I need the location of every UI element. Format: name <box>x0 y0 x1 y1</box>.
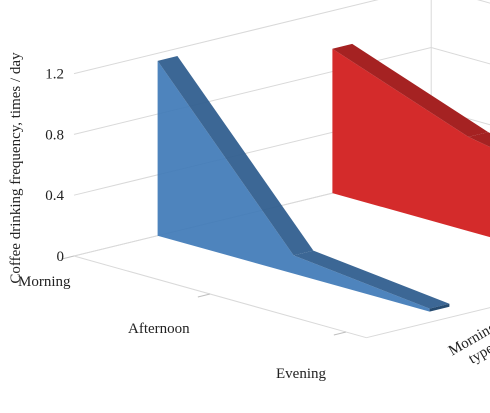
y-tick-label-0: 0 <box>57 249 65 265</box>
x-tick-label-evening: Evening <box>276 366 326 382</box>
series-1-front-face <box>332 48 490 238</box>
label-layer: Coffee drinking frequency, times / day M… <box>8 52 490 382</box>
series-0-front-face <box>157 60 430 312</box>
series-1-top-face-0 <box>332 43 489 137</box>
series-0-end-cap <box>429 303 450 312</box>
series-0-top-face-1 <box>293 250 450 309</box>
series-0 <box>157 56 450 312</box>
y-axis-title: Coffee drinking frequency, times / day <box>8 52 24 284</box>
x-tick-mark-0 <box>61 255 75 260</box>
floor-front-edge <box>73 255 367 339</box>
y-tick-label-2: 0.8 <box>45 127 64 143</box>
series-1 <box>332 43 490 238</box>
series-0-top-face-0 <box>157 56 314 256</box>
depth-tick-label-0: Morningtype <box>446 319 490 374</box>
y-tick-label-3: 1.2 <box>45 67 64 83</box>
y-gridline-3 <box>73 0 490 75</box>
series-layer <box>157 43 490 312</box>
x-tick-mark-2 <box>333 331 347 336</box>
floor-right-edge <box>366 307 490 339</box>
x-tick-label-afternoon: Afternoon <box>128 321 190 337</box>
y-tick-label-1: 0.4 <box>45 188 64 204</box>
x-tick-label-morning: Morning <box>18 274 71 290</box>
series-1-top-face-1 <box>468 132 490 148</box>
x-tick-mark-1 <box>197 293 211 298</box>
